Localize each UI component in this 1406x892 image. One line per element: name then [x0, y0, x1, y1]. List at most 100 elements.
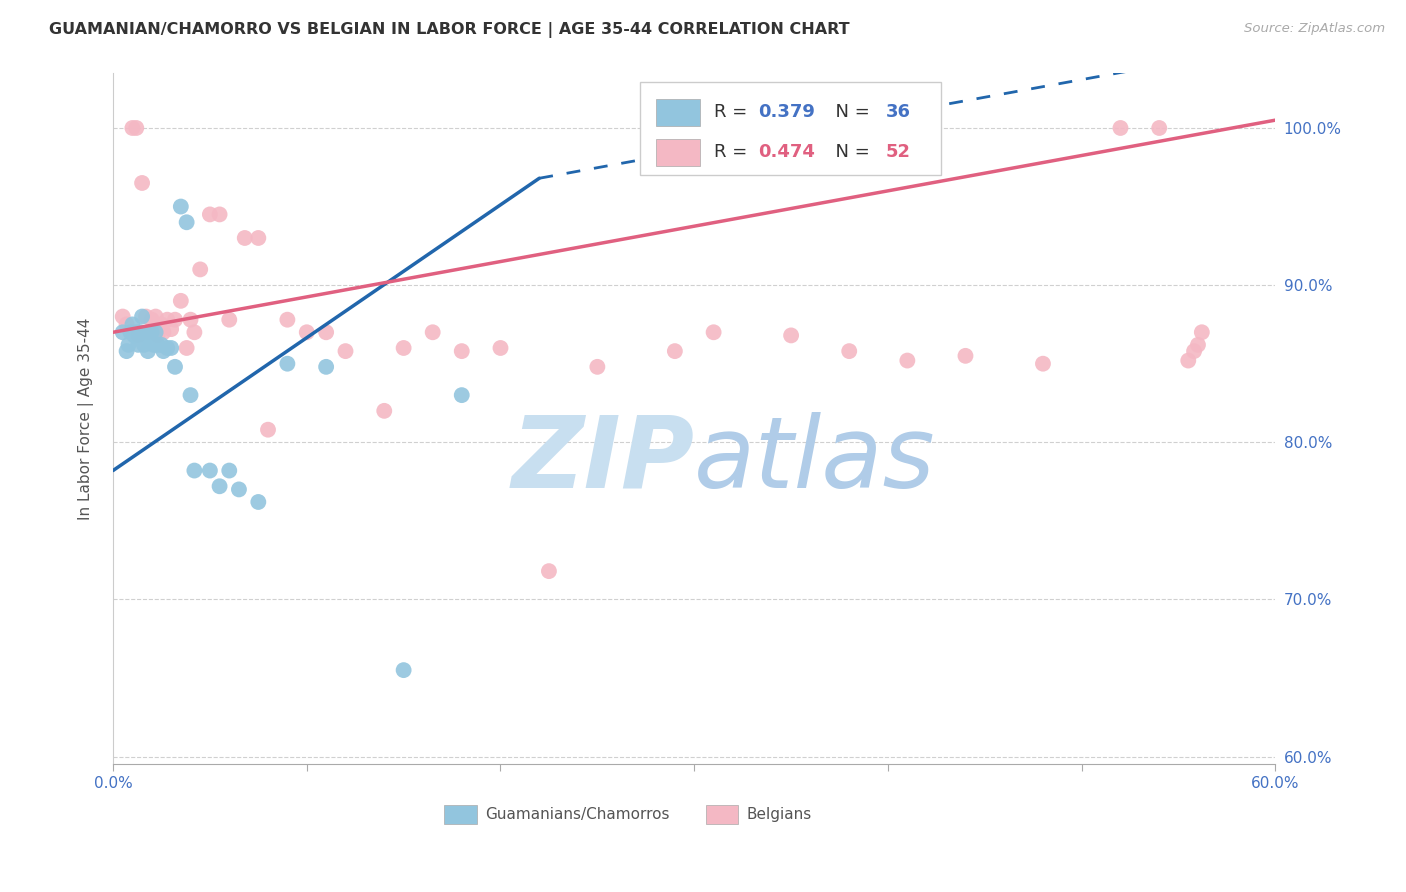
Point — [129, 325, 152, 339]
Point — [315, 325, 337, 339]
Point — [150, 338, 173, 352]
Point — [276, 357, 298, 371]
Point — [1191, 325, 1213, 339]
Point — [117, 338, 139, 352]
Point — [135, 328, 157, 343]
Point — [373, 404, 395, 418]
Point — [176, 341, 198, 355]
Point — [135, 310, 157, 324]
Point — [315, 359, 337, 374]
Point — [124, 328, 146, 343]
Point — [198, 464, 221, 478]
Text: Belgians: Belgians — [747, 806, 811, 822]
Point — [121, 120, 143, 135]
Bar — [655, 139, 700, 166]
Point — [139, 328, 162, 343]
Point — [1182, 344, 1205, 359]
Point — [247, 231, 270, 245]
Point — [180, 388, 202, 402]
Point — [228, 483, 250, 497]
Point — [146, 338, 169, 352]
Point — [1177, 353, 1199, 368]
Text: N =: N = — [824, 144, 876, 161]
Point — [136, 344, 159, 359]
Point — [537, 564, 560, 578]
Point — [218, 464, 240, 478]
Point — [183, 464, 205, 478]
Point — [1147, 120, 1170, 135]
Text: 0.474: 0.474 — [758, 144, 815, 161]
Point — [233, 231, 256, 245]
Point — [111, 310, 134, 324]
Text: N =: N = — [824, 103, 876, 121]
Point — [208, 479, 231, 493]
Point — [156, 312, 179, 326]
Point — [955, 349, 977, 363]
Point — [780, 328, 803, 343]
Text: ZIP: ZIP — [512, 412, 695, 508]
Point — [664, 344, 686, 359]
Point — [163, 312, 186, 326]
Point — [160, 341, 183, 355]
Text: 52: 52 — [886, 144, 911, 161]
Point — [141, 325, 163, 339]
Point — [450, 388, 472, 402]
Text: GUAMANIAN/CHAMORRO VS BELGIAN IN LABOR FORCE | AGE 35-44 CORRELATION CHART: GUAMANIAN/CHAMORRO VS BELGIAN IN LABOR F… — [49, 22, 849, 38]
Bar — [706, 805, 738, 824]
Point — [183, 325, 205, 339]
Point — [176, 215, 198, 229]
Point — [125, 325, 148, 339]
Point — [247, 495, 270, 509]
Text: Guamanians/Chamorros: Guamanians/Chamorros — [485, 806, 669, 822]
Point — [120, 325, 142, 339]
Point — [115, 344, 138, 359]
Point — [111, 325, 134, 339]
Point — [489, 341, 512, 355]
Y-axis label: In Labor Force | Age 35-44: In Labor Force | Age 35-44 — [79, 318, 94, 520]
Point — [127, 328, 149, 343]
Point — [146, 328, 169, 343]
Point — [131, 310, 153, 324]
Point — [586, 359, 609, 374]
Point — [115, 318, 138, 332]
Point — [152, 325, 174, 339]
Text: Source: ZipAtlas.com: Source: ZipAtlas.com — [1244, 22, 1385, 36]
Point — [392, 341, 415, 355]
Point — [295, 325, 318, 339]
Point — [121, 318, 143, 332]
Point — [218, 312, 240, 326]
Point — [163, 359, 186, 374]
Point — [142, 325, 165, 339]
Bar — [655, 99, 700, 126]
Point — [208, 207, 231, 221]
Point — [335, 344, 357, 359]
Point — [132, 338, 155, 352]
Point — [170, 200, 193, 214]
Point — [156, 341, 179, 355]
Text: R =: R = — [714, 144, 754, 161]
Point — [838, 344, 860, 359]
Point — [703, 325, 725, 339]
Point — [198, 207, 221, 221]
Point — [422, 325, 444, 339]
Point — [145, 310, 167, 324]
Text: 36: 36 — [886, 103, 911, 121]
Point — [276, 312, 298, 326]
Point — [160, 322, 183, 336]
Point — [1109, 120, 1132, 135]
FancyBboxPatch shape — [640, 82, 941, 175]
Point — [180, 312, 202, 326]
Point — [170, 293, 193, 308]
Point — [136, 325, 159, 339]
Point — [1187, 338, 1209, 352]
Point — [150, 318, 173, 332]
Point — [1032, 357, 1054, 371]
Point — [188, 262, 211, 277]
Point — [896, 353, 918, 368]
Point — [131, 176, 153, 190]
Point — [125, 120, 148, 135]
Text: R =: R = — [714, 103, 754, 121]
Text: 0.379: 0.379 — [758, 103, 815, 121]
Point — [145, 325, 167, 339]
Point — [152, 344, 174, 359]
